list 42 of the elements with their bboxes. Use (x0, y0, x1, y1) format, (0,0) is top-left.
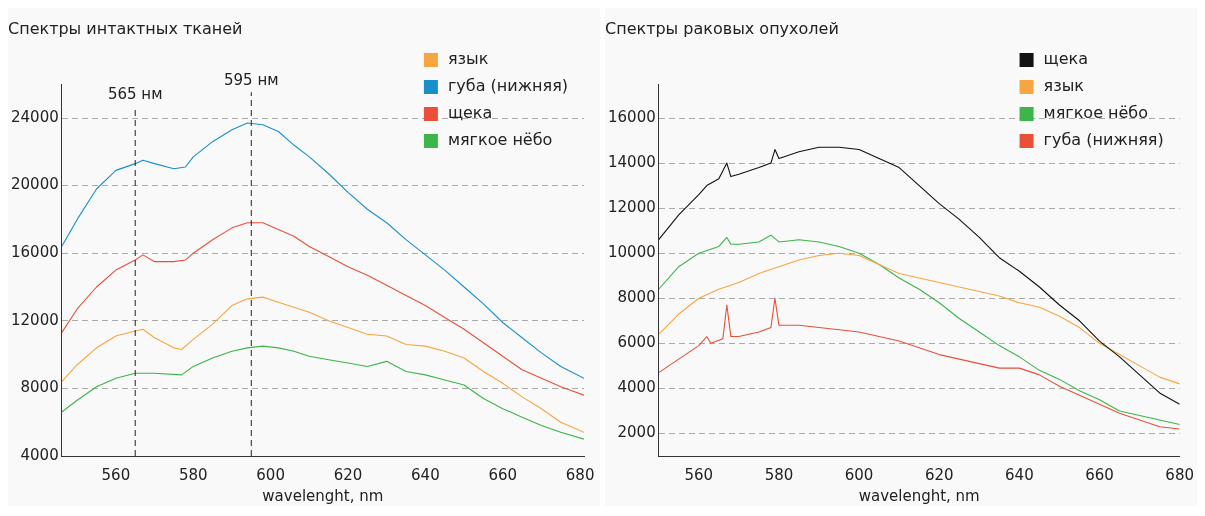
y-tick-label: 12000 (608, 198, 656, 217)
y-tick-label: 20000 (11, 175, 59, 194)
x-tick-label: 580 (178, 465, 208, 484)
x-tick-label: 560 (101, 465, 131, 484)
legend-label: щека (1043, 49, 1088, 69)
y-tick-label: 8000 (617, 288, 656, 307)
x-axis-title: wavelenght, nm (858, 486, 980, 505)
y-tick-label: 12000 (11, 310, 59, 329)
x-tick-label: 640 (411, 465, 440, 484)
x-tick-label: 640 (1005, 465, 1034, 484)
x-tick-label: 680 (1165, 465, 1195, 484)
x-tick-label: 560 (684, 465, 714, 484)
y-tick-label: 4000 (617, 378, 656, 397)
legend-label: щека (447, 103, 493, 123)
x-tick-label: 660 (488, 465, 518, 484)
x-tick-label: 620 (924, 465, 954, 484)
y-tick-label: 6000 (617, 333, 656, 352)
legend-label: язык (447, 49, 489, 69)
legend-label: язык (1043, 76, 1085, 96)
legend-label: губа (нижняя) (447, 76, 569, 96)
ref-line-label: 595 нм (224, 70, 279, 89)
x-tick-label: 680 (565, 465, 595, 484)
y-tick-label: 8000 (20, 378, 59, 397)
legend-label: губа (нижняя) (1043, 130, 1164, 150)
y-tick-label: 10000 (608, 243, 656, 262)
x-tick-label: 600 (256, 465, 285, 484)
y-tick-label: 24000 (11, 107, 59, 126)
legend-label: мягкое нёбо (1043, 103, 1149, 123)
y-tick-label: 16000 (608, 107, 656, 126)
legend-label: мягкое нёбо (447, 130, 553, 150)
y-tick-label: 16000 (11, 243, 59, 262)
chart-title: Спектры раковых опухолей (605, 18, 839, 38)
x-tick-label: 660 (1085, 465, 1114, 484)
x-tick-label: 580 (764, 465, 794, 484)
x-tick-label: 620 (333, 465, 363, 484)
x-axis-title: wavelenght, nm (262, 486, 384, 505)
y-tick-label: 14000 (608, 152, 656, 171)
chart-title: Спектры интактных тканей (8, 18, 243, 38)
ref-line-label: 565 нм (107, 84, 163, 103)
y-tick-label: 4000 (20, 445, 59, 464)
y-tick-label: 2000 (617, 423, 656, 442)
x-tick-label: 600 (844, 465, 874, 484)
